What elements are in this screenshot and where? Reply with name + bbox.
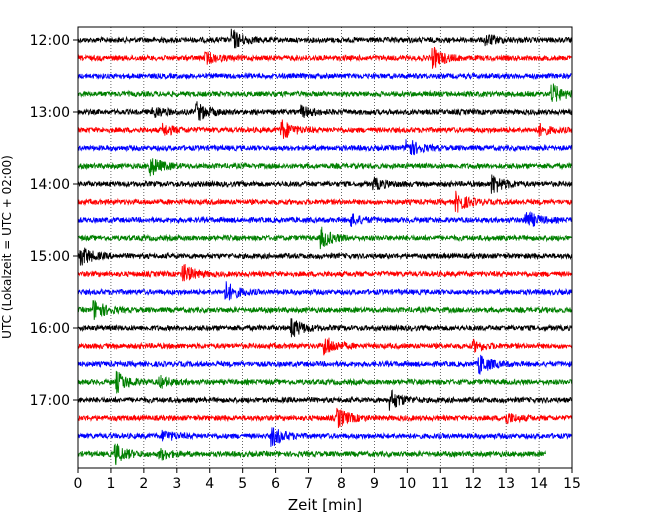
y-tick-label: 16:00 bbox=[30, 321, 70, 337]
x-tick-label: 12 bbox=[464, 476, 482, 492]
y-axis-label: UTC (Lokalzeit = UTC + 02:00) bbox=[0, 155, 14, 339]
seismic-trace bbox=[77, 407, 573, 429]
plot-frame bbox=[77, 26, 573, 469]
x-tick-label: 4 bbox=[205, 476, 214, 492]
x-axis-label: Zeit [min] bbox=[288, 496, 362, 514]
x-tick-label: 6 bbox=[271, 476, 280, 492]
x-tick-label: 15 bbox=[563, 476, 581, 492]
seismic-trace bbox=[77, 427, 573, 447]
seismic-trace bbox=[77, 354, 573, 376]
seismic-trace bbox=[77, 119, 573, 139]
seismic-trace bbox=[77, 28, 573, 49]
x-tick-label: 5 bbox=[238, 476, 247, 492]
x-tick-label: 1 bbox=[106, 476, 115, 492]
seismic-trace bbox=[77, 370, 573, 394]
x-tick-label: 14 bbox=[530, 476, 548, 492]
y-tick-label: 14:00 bbox=[30, 177, 70, 193]
x-tick-label: 13 bbox=[497, 476, 515, 492]
x-tick-label: 0 bbox=[74, 476, 83, 492]
x-tick-label: 11 bbox=[431, 476, 449, 492]
seismic-trace bbox=[77, 443, 546, 466]
seismic-traces bbox=[77, 28, 573, 466]
seismic-trace bbox=[77, 226, 572, 250]
y-axis-ticks: 12:00 13:00 14:00 15:00 16:00 17:00 bbox=[30, 33, 78, 409]
seismic-trace bbox=[77, 46, 572, 69]
seismic-trace bbox=[77, 139, 572, 156]
seismic-trace bbox=[77, 389, 573, 411]
seismic-trace bbox=[77, 190, 573, 213]
seismic-trace bbox=[77, 83, 573, 102]
x-tick-label: 7 bbox=[304, 476, 313, 492]
x-tick-label: 9 bbox=[370, 476, 379, 492]
y-tick-label: 12:00 bbox=[30, 33, 70, 49]
x-axis-ticks: 0 1 2 3 4 5 6 7 8 9 10 11 12 13 14 15 bbox=[74, 468, 581, 492]
y-tick-label: 15:00 bbox=[30, 249, 70, 265]
seismic-trace bbox=[77, 101, 573, 121]
x-tick-label: 3 bbox=[172, 476, 181, 492]
y-tick-label: 13:00 bbox=[30, 105, 70, 121]
x-tick-label: 10 bbox=[398, 476, 416, 492]
y-tick-label: 17:00 bbox=[30, 393, 70, 409]
seismic-trace bbox=[77, 174, 573, 194]
seismic-trace bbox=[77, 281, 573, 301]
x-tick-label: 8 bbox=[337, 476, 346, 492]
seismic-trace bbox=[77, 211, 573, 227]
seismic-trace bbox=[77, 263, 573, 282]
seismic-trace bbox=[77, 299, 573, 320]
seismic-trace bbox=[77, 158, 573, 177]
seismic-trace bbox=[77, 318, 573, 338]
seismic-trace bbox=[77, 247, 573, 266]
seismic-trace bbox=[77, 337, 573, 356]
x-tick-label: 2 bbox=[139, 476, 148, 492]
seismic-trace bbox=[77, 72, 572, 81]
